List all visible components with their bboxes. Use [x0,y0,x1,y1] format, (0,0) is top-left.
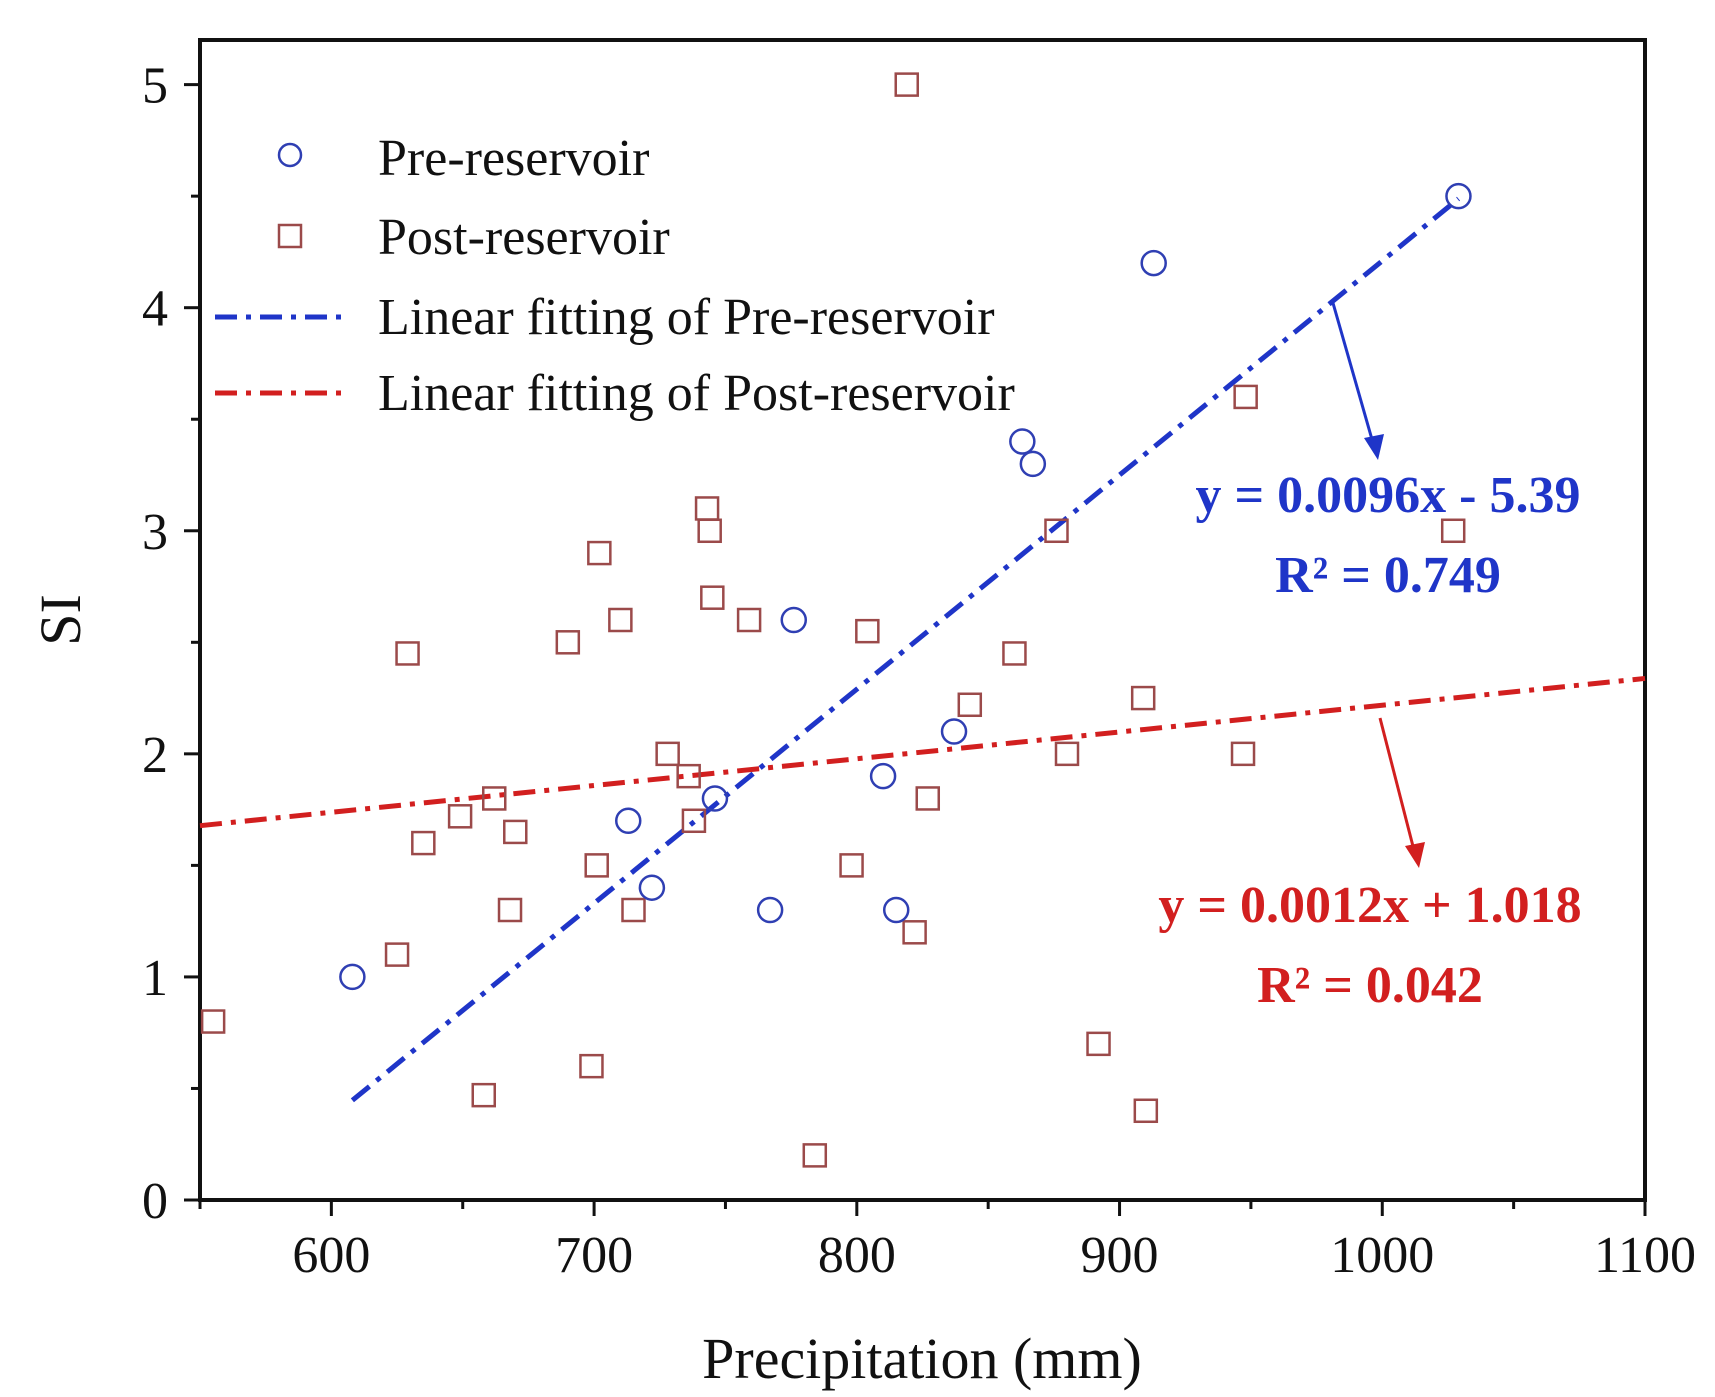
post-reservoir-point [1054,741,1080,767]
legend-pre-marker [277,142,303,168]
x-axis-title: Precipitation (mm) [702,1326,1142,1391]
post-reservoir-point [497,897,523,923]
pre-fit-arrow [1331,302,1377,451]
post-reservoir-point [587,540,612,566]
post-fit-annotation: y = 0.0012x + 1.018 R² = 0.042 [1158,717,1582,1014]
data-points [200,72,1472,1168]
post-reservoir-point [957,692,983,718]
post-fit-equation: y = 0.0012x + 1.018 [1158,877,1581,934]
post-reservoir-point [839,853,864,878]
y-tick-label: 0 [142,1173,168,1230]
x-tick-label: 600 [292,1227,370,1284]
pre-fit-annotation: y = 0.0096x - 5.39 R² = 0.749 [1196,302,1581,604]
axis-ticks: 600 700 800 900 1000 1100 0 1 2 3 4 5 [142,58,1696,1284]
pre-reservoir-point [869,762,897,790]
post-reservoir-point [697,518,722,544]
legend: Pre-reservoir Post-reservoir Linear fitt… [215,130,1015,422]
post-reservoir-point [555,630,581,655]
post-reservoir-point [915,786,941,811]
post-reservoir-point [482,786,507,811]
post-reservoir-point [579,1053,604,1079]
post-reservoir-point [447,804,473,829]
post-reservoir-point [1133,1098,1159,1124]
post-reservoir-point [894,72,919,97]
post-reservoir-point [1230,741,1256,767]
legend-post-fit-label: Linear fitting of Post-reservoir [378,365,1015,422]
x-tick-label: 900 [1081,1227,1159,1284]
post-reservoir-point [621,897,646,923]
post-reservoir-point [681,808,707,834]
pre-reservoir-point [1009,428,1036,455]
post-reservoir-point [584,853,609,878]
pre-fit-arrowhead [1364,434,1384,460]
y-tick-label: 2 [142,727,168,784]
post-reservoir-point [676,763,701,789]
x-tick-label: 1100 [1594,1227,1696,1284]
pre-reservoir-point [756,896,784,924]
pre-reservoir-point [882,896,910,924]
x-tick-label: 700 [555,1227,633,1284]
post-reservoir-point [411,830,436,856]
pre-reservoir-point [940,718,968,745]
post-reservoir-point [736,607,762,633]
legend-post-label: Post-reservoir [378,209,670,266]
pre-reservoir-point [1140,249,1167,277]
legend-pre-label: Pre-reservoir [378,130,649,187]
post-reservoir-point [700,585,725,610]
post-reservoir-point [802,1143,828,1168]
x-tick-label: 800 [818,1227,896,1284]
post-fit-r2: R² = 0.042 [1257,957,1483,1014]
post-reservoir-point [902,920,927,945]
pre-reservoir-point [638,874,666,901]
pre-reservoir-point [780,606,808,634]
post-reservoir-point [1440,518,1466,544]
post-reservoir-point [384,942,410,967]
plot-frame [198,38,1647,1202]
x-tick-label: 1000 [1330,1227,1434,1284]
pre-fit-r2: R² = 0.749 [1275,547,1501,604]
post-reservoir-point [1233,384,1258,410]
post-reservoir-point [855,618,880,644]
y-tick-label: 5 [142,58,168,115]
y-tick-label: 1 [142,950,168,1007]
post-reservoir-point [608,607,633,633]
post-reservoir-point [655,741,680,767]
pre-fit-equation: y = 0.0096x - 5.39 [1196,467,1581,524]
post-reservoir-point [471,1082,496,1108]
legend-pre-fit-label: Linear fitting of Pre-reservoir [378,289,995,346]
post-reservoir-point [1130,685,1156,711]
pre-reservoir-fit-line [350,196,1461,1103]
post-reservoir-point [200,1009,226,1034]
post-reservoir-point [1002,641,1027,666]
post-fit-arrowhead [1405,842,1425,868]
pre-reservoir-point [339,963,366,991]
pre-reservoir-point [701,785,729,812]
legend-post-marker [277,223,303,249]
post-reservoir-point [395,641,420,666]
pre-reservoir-point [614,807,642,835]
y-tick-label: 3 [142,504,168,561]
post-reservoir-point [503,819,528,845]
fit-lines [199,196,1646,1103]
post-reservoir-fit-line [199,675,1646,829]
post-reservoir-point [694,496,720,521]
post-fit-arrow [1378,717,1418,859]
pre-reservoir-point [1019,450,1047,478]
y-axis-title: SI [28,594,93,646]
y-tick-label: 4 [142,281,168,338]
post-reservoir-point [1086,1031,1111,1057]
post-reservoir-point [1044,518,1069,544]
pre-reservoir-point [1445,182,1472,210]
